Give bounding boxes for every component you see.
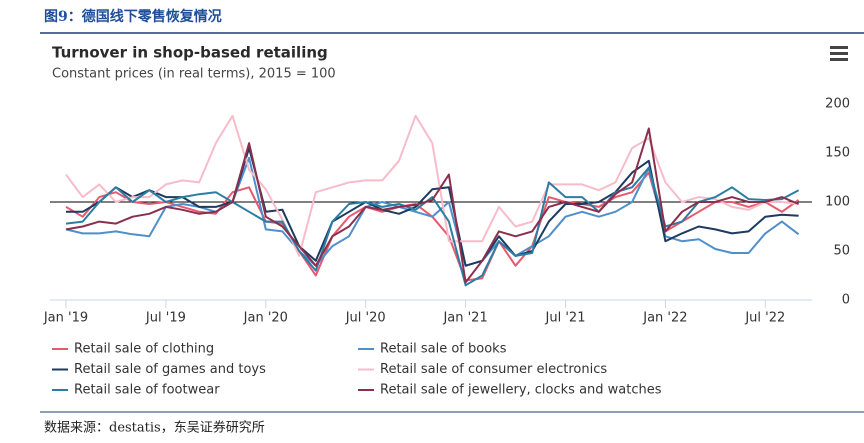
y-tick-label: 100 [825, 195, 850, 210]
legend-label: Retail sale of jewellery, clocks and wat… [380, 383, 662, 398]
series-line [65, 156, 800, 267]
legend-label: Retail sale of books [380, 342, 507, 357]
y-tick-label: 0 [842, 293, 850, 308]
series-line [65, 114, 799, 257]
x-tick-label: Jan '20 [243, 311, 288, 326]
y-tick-label: 150 [825, 146, 850, 161]
chart-title: Turnover in shop-based retailing [52, 44, 328, 62]
series-line [65, 166, 800, 287]
figure-caption: 图9：德国线下零售恢复情况 [44, 8, 222, 25]
x-tick-label: Jul '20 [345, 311, 386, 326]
menu-button[interactable] [830, 46, 848, 61]
legend-label: Retail sale of clothing [74, 342, 214, 357]
x-tick-label: Jul '22 [744, 311, 785, 326]
x-tick-label: Jan '21 [442, 311, 487, 326]
menu-bar[interactable] [830, 46, 848, 49]
source-note: 数据来源：destatis，东吴证券研究所 [44, 420, 265, 436]
menu-bar[interactable] [830, 52, 848, 55]
legend-label: Retail sale of consumer electronics [380, 362, 607, 377]
y-tick-label: 50 [833, 244, 850, 259]
legend-label: Retail sale of footwear [74, 383, 220, 398]
chart-subtitle: Constant prices (in real terms), 2015 = … [52, 67, 336, 82]
series-line [66, 147, 799, 267]
y-tick-label: 200 [825, 97, 850, 112]
x-tick-label: Jul '19 [145, 311, 186, 326]
x-tick-label: Jul '21 [545, 311, 586, 326]
series-line [65, 127, 799, 284]
x-tick-label: Jan '19 [43, 311, 88, 326]
menu-bar[interactable] [830, 58, 848, 61]
x-tick-label: Jan '22 [642, 311, 687, 326]
legend-label: Retail sale of games and toys [74, 362, 266, 377]
